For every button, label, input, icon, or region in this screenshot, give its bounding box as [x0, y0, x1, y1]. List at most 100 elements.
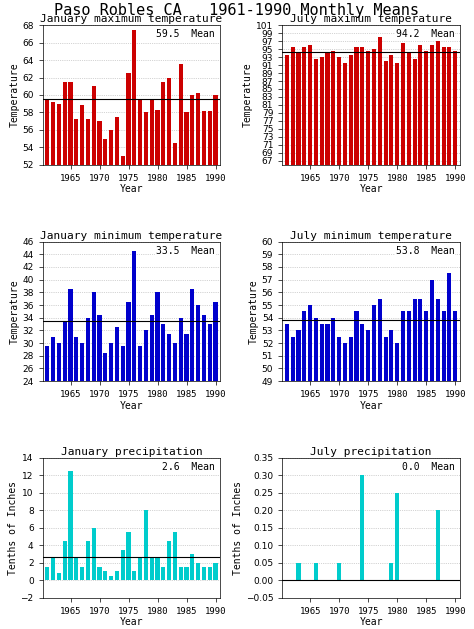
Title: July minimum temperature: July minimum temperature	[290, 231, 452, 241]
Text: 94.2  Mean: 94.2 Mean	[396, 30, 455, 40]
Bar	[138, 346, 142, 533]
Bar	[63, 82, 67, 618]
Text: 0.0  Mean: 0.0 Mean	[401, 462, 455, 472]
Bar	[213, 302, 218, 533]
Bar	[173, 143, 177, 618]
Bar	[202, 111, 206, 618]
Bar	[208, 567, 212, 580]
Bar	[349, 337, 353, 629]
Bar	[121, 346, 125, 533]
Bar	[155, 110, 160, 618]
Bar	[80, 343, 84, 533]
Bar	[331, 51, 336, 428]
Bar	[285, 55, 289, 428]
Bar	[51, 102, 55, 618]
Bar	[57, 104, 61, 618]
Bar	[412, 59, 417, 428]
Bar	[314, 563, 318, 580]
Bar	[360, 47, 365, 428]
Bar	[419, 299, 422, 629]
Bar	[208, 111, 212, 618]
Bar	[213, 563, 218, 580]
Bar	[355, 311, 358, 629]
Bar	[132, 251, 137, 533]
Bar	[68, 82, 73, 618]
Bar	[91, 86, 96, 618]
X-axis label: Year: Year	[359, 401, 383, 411]
Bar	[297, 563, 301, 580]
Text: 33.5  Mean: 33.5 Mean	[156, 246, 215, 256]
Bar	[372, 305, 376, 629]
Bar	[184, 567, 189, 580]
Bar	[366, 330, 370, 629]
Bar	[291, 47, 295, 428]
Bar	[132, 571, 137, 580]
Bar	[302, 47, 306, 428]
Bar	[297, 53, 301, 428]
Bar	[424, 51, 428, 428]
Bar	[127, 302, 130, 533]
Bar	[103, 138, 107, 618]
X-axis label: Year: Year	[119, 617, 143, 627]
Bar	[98, 121, 101, 618]
Bar	[161, 567, 165, 580]
Bar	[326, 324, 329, 629]
Bar	[121, 550, 125, 580]
Bar	[167, 333, 171, 533]
Bar	[179, 567, 183, 580]
Bar	[150, 559, 154, 580]
Y-axis label: Temperature: Temperature	[243, 63, 253, 127]
Bar	[138, 559, 142, 580]
Bar	[383, 337, 388, 629]
Bar	[179, 64, 183, 618]
Bar	[343, 343, 347, 629]
Bar	[401, 43, 405, 428]
Bar	[360, 324, 365, 629]
Bar	[190, 289, 194, 533]
Bar	[395, 343, 399, 629]
Bar	[46, 99, 49, 618]
Y-axis label: Tenths of Inches: Tenths of Inches	[8, 481, 18, 575]
Bar	[308, 45, 312, 428]
Bar	[127, 73, 130, 618]
Bar	[395, 493, 399, 580]
Bar	[208, 324, 212, 533]
Bar	[46, 567, 49, 580]
Bar	[63, 541, 67, 580]
Bar	[138, 99, 142, 618]
Title: January precipitation: January precipitation	[61, 447, 202, 457]
Bar	[150, 314, 154, 533]
Bar	[349, 55, 353, 428]
Y-axis label: Temperature: Temperature	[249, 279, 259, 343]
Bar	[202, 567, 206, 580]
Bar	[155, 292, 160, 533]
Bar	[436, 510, 440, 580]
Bar	[407, 53, 411, 428]
Bar	[213, 95, 218, 618]
Bar	[453, 311, 457, 629]
Bar	[190, 95, 194, 618]
Bar	[161, 324, 165, 533]
Bar	[436, 41, 440, 428]
Bar	[424, 311, 428, 629]
Bar	[407, 311, 411, 629]
Bar	[389, 563, 393, 580]
Bar	[326, 53, 329, 428]
Bar	[80, 106, 84, 618]
Bar	[297, 330, 301, 629]
Bar	[144, 330, 148, 533]
Bar	[319, 57, 324, 428]
Bar	[173, 343, 177, 533]
Text: 59.5  Mean: 59.5 Mean	[156, 30, 215, 40]
Bar	[291, 337, 295, 629]
Bar	[103, 571, 107, 580]
Bar	[419, 45, 422, 428]
Bar	[447, 47, 451, 428]
Bar	[447, 273, 451, 629]
Title: January minimum temperature: January minimum temperature	[40, 231, 222, 241]
Bar	[86, 541, 90, 580]
Bar	[74, 559, 78, 580]
Bar	[389, 55, 393, 428]
Bar	[196, 305, 200, 533]
Bar	[337, 337, 341, 629]
